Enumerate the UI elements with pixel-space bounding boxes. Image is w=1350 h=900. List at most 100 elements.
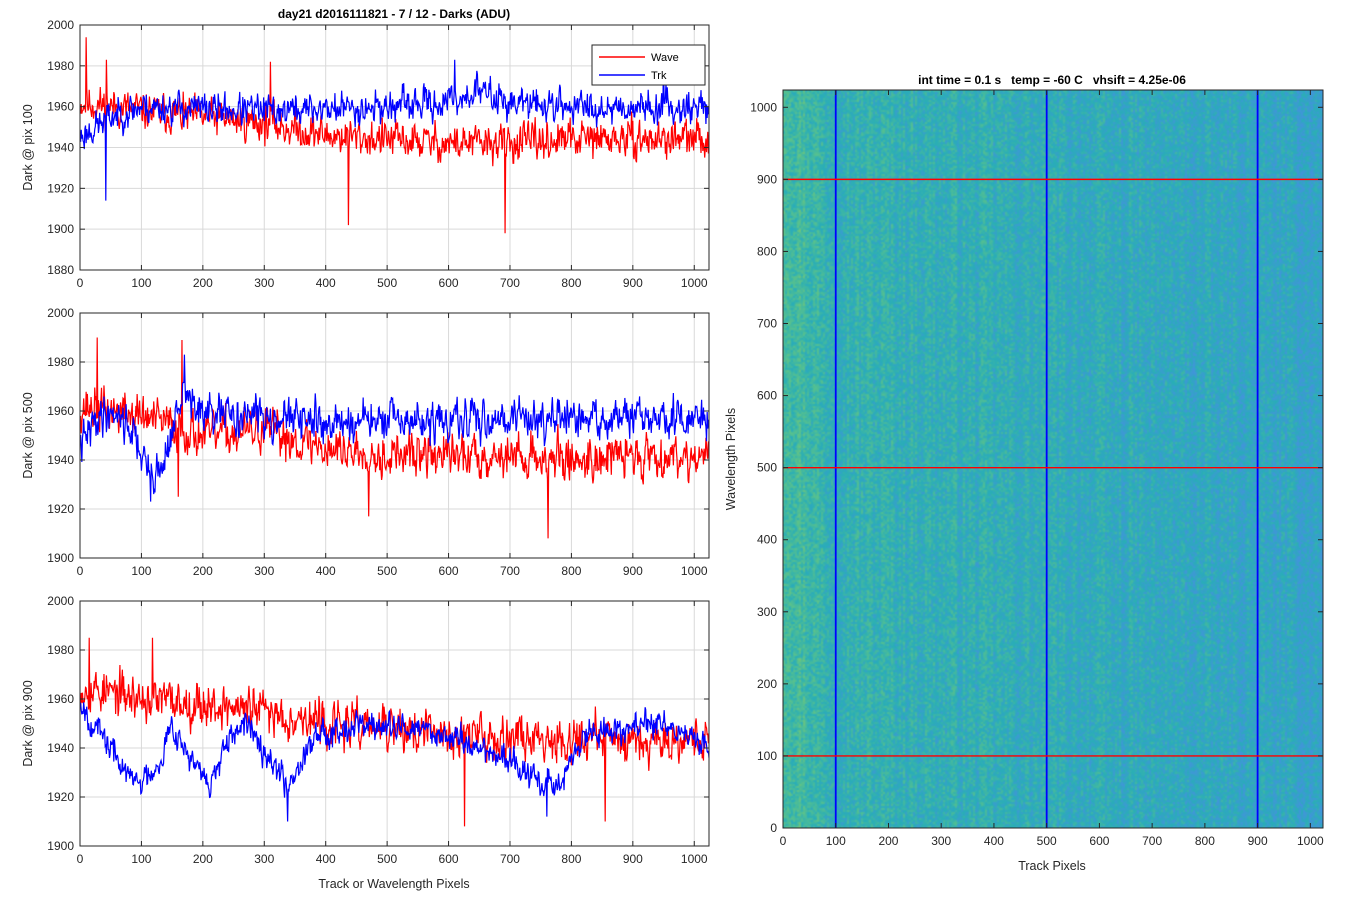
y-tick-label: 1980 [47, 355, 74, 369]
x-tick-label: 0 [77, 276, 84, 290]
y-tick-label: 1960 [47, 404, 74, 418]
series-layer [80, 637, 709, 827]
x-tick-label: 300 [254, 564, 274, 578]
x-tick-label: 200 [878, 834, 898, 848]
plot-frame [782, 89, 1324, 829]
x-tick-label: 100 [131, 564, 151, 578]
x-tick-label: 1000 [681, 852, 708, 866]
y-tick-label: 1960 [47, 100, 74, 114]
marker-lines [783, 90, 1323, 828]
x-tick-label: 800 [561, 276, 581, 290]
y-axis-label: Dark @ pix 500 [21, 392, 35, 478]
y-tick-label: 1980 [47, 643, 74, 657]
y-tick-label: 1940 [47, 453, 74, 467]
y-tick-label: 1900 [47, 222, 74, 236]
y-tick-label: 1940 [47, 741, 74, 755]
x-tick-label: 400 [316, 564, 336, 578]
series-trk-line [80, 702, 709, 822]
x-tick-label: 700 [500, 276, 520, 290]
y-tick-label: 500 [757, 461, 777, 475]
x-tick-label: 700 [500, 564, 520, 578]
series-trk-line [80, 354, 709, 502]
x-tick-label: 1000 [681, 564, 708, 578]
x-tick-label: 300 [254, 852, 274, 866]
x-tick-label: 600 [1089, 834, 1109, 848]
x-tick-label: 800 [561, 852, 581, 866]
y-tick-label: 1920 [47, 790, 74, 804]
x-tick-label: 200 [193, 852, 213, 866]
y-ticks: 1900 1920 1940 1960 1980 2000 [47, 306, 709, 565]
dark-pix-900-plot: 0 100 200 300 400 500 600 700 800 900 1000 1900 192… [21, 594, 710, 891]
y-tick-label: 1900 [47, 551, 74, 565]
x-tick-label: 900 [1248, 834, 1268, 848]
plot-frame [79, 600, 710, 847]
y-tick-label: 2000 [47, 594, 74, 608]
x-ticks: 0 100 200 300 400 500 600 700 800 900 1000 [77, 25, 708, 290]
y-tick-label: 900 [757, 172, 777, 186]
y-axis-label: Wavelength Pixels [724, 408, 738, 510]
x-tick-label: 500 [377, 564, 397, 578]
y-tick-label: 400 [757, 533, 777, 547]
dark-pix-500-plot: 0 100 200 300 400 500 600 700 800 900 1000 1900 192… [21, 306, 710, 578]
y-tick-label: 1920 [47, 181, 74, 195]
x-tick-label: 900 [623, 852, 643, 866]
dark-frame-heatmap: int time = 0.1 s temp = -60 C vhsift = 4… [724, 73, 1324, 873]
y-tick-label: 1900 [47, 839, 74, 853]
y-tick-label: 1940 [47, 141, 74, 155]
y-tick-label: 200 [757, 677, 777, 691]
y-axis-label: Dark @ pix 900 [21, 680, 35, 766]
series-trk-line [80, 59, 709, 201]
series-wave-line [80, 37, 709, 234]
x-tick-label: 0 [780, 834, 787, 848]
x-tick-label: 900 [623, 276, 643, 290]
legend-label-wave: Wave [651, 52, 679, 64]
x-tick-label: 1000 [1297, 834, 1324, 848]
y-tick-label: 1920 [47, 502, 74, 516]
x-tick-label: 600 [439, 852, 459, 866]
x-ticks: 0 100 200 300 400 500 600 700 800 900 1000 [77, 313, 708, 578]
y-tick-label: 1960 [47, 692, 74, 706]
x-tick-label: 800 [561, 564, 581, 578]
x-tick-label: 400 [316, 852, 336, 866]
x-ticks: 0 100 200 300 400 500 600 700 800 900 1000 [77, 601, 708, 866]
y-tick-label: 1980 [47, 59, 74, 73]
x-tick-label: 1000 [681, 276, 708, 290]
y-tick-label: 800 [757, 244, 777, 258]
series-layer [80, 337, 709, 539]
y-ticks: 1880 1900 1920 1940 1960 1980 2000 [47, 18, 709, 277]
x-tick-label: 600 [439, 276, 459, 290]
x-tick-label: 300 [254, 276, 274, 290]
x-tick-label: 800 [1195, 834, 1215, 848]
x-tick-label: 900 [623, 564, 643, 578]
x-tick-label: 400 [984, 834, 1004, 848]
figure-title: day21 d2016111821 - 7 / 12 - Darks (ADU) [278, 7, 510, 21]
plot-frame [79, 312, 710, 559]
y-tick-label: 0 [770, 821, 777, 835]
x-tick-label: 700 [500, 852, 520, 866]
y-tick-label: 100 [757, 749, 777, 763]
y-ticks: 0 100 200 300 400 500 600 700 800 900 1000 [750, 100, 1323, 835]
legend: Wave Trk [591, 44, 706, 86]
x-tick-label: 0 [77, 564, 84, 578]
y-tick-label: 2000 [47, 18, 74, 32]
x-tick-label: 500 [1037, 834, 1057, 848]
x-tick-label: 200 [193, 564, 213, 578]
x-tick-label: 500 [377, 276, 397, 290]
y-tick-label: 300 [757, 605, 777, 619]
x-tick-label: 0 [77, 852, 84, 866]
x-tick-label: 700 [1142, 834, 1162, 848]
y-tick-label: 700 [757, 317, 777, 331]
x-tick-label: 200 [193, 276, 213, 290]
series-wave-line [80, 337, 709, 539]
x-ticks: 0 100 200 300 400 500 600 700 800 900 1000 [780, 90, 1324, 848]
x-axis-label: Track or Wavelength Pixels [318, 877, 469, 891]
heatmap-image [783, 90, 1323, 828]
legend-label-trk: Trk [651, 70, 667, 82]
dark-pix-100-plot: day21 d2016111821 - 7 / 12 - Darks (ADU)… [21, 7, 710, 290]
y-tick-label: 2000 [47, 306, 74, 320]
x-tick-label: 400 [316, 276, 336, 290]
x-axis-label: Track Pixels [1018, 859, 1086, 873]
y-ticks: 1900 1920 1940 1960 1980 2000 [47, 594, 709, 853]
heatmap-title: int time = 0.1 s temp = -60 C vhsift = 4… [918, 73, 1186, 87]
